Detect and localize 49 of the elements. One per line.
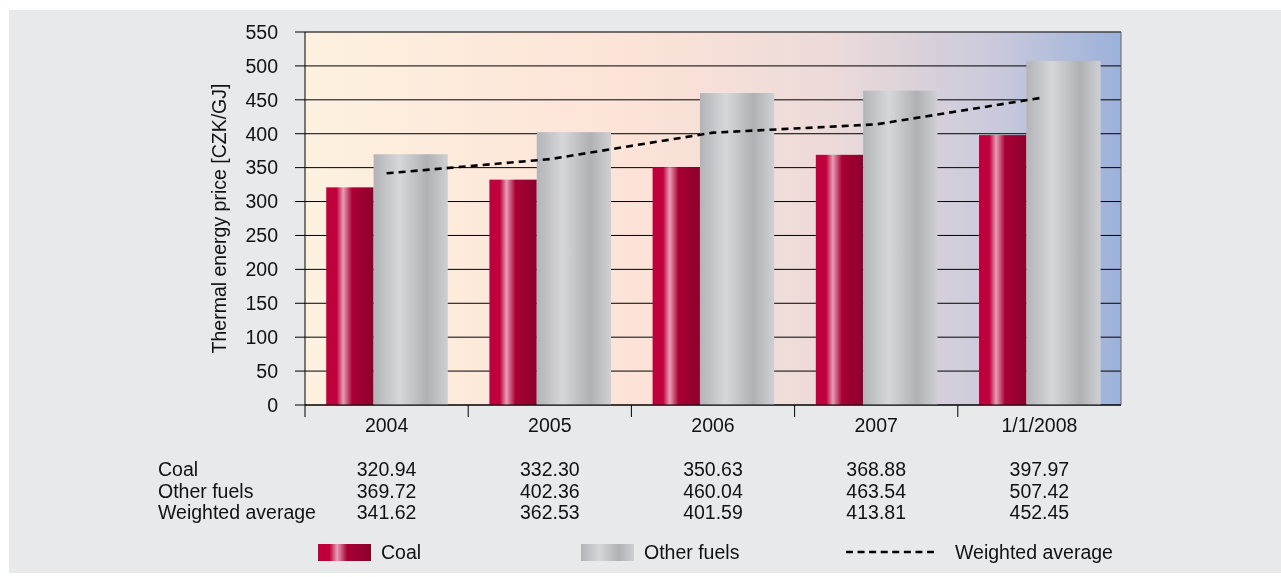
data-label: 362.53	[519, 501, 580, 523]
x-tick-label: 2006	[691, 414, 735, 436]
data-label: 460.04	[683, 479, 743, 502]
y-tick-label: 100	[245, 326, 279, 349]
x-tick-label: 1/1/2008	[1001, 414, 1078, 436]
y-tick-label: 350	[245, 156, 279, 179]
x-tick-label: 2007	[854, 414, 898, 436]
data-label: 368.88	[846, 458, 907, 480]
bar	[373, 154, 448, 405]
x-tick-label: 2004	[364, 414, 409, 436]
bar	[699, 93, 775, 405]
legend-label: Coal	[381, 540, 422, 563]
data-label: 402.36	[519, 479, 580, 502]
y-tick-label: 400	[245, 122, 279, 145]
data-label: 332.30	[519, 458, 580, 480]
bar	[652, 167, 700, 405]
y-tick-label: 450	[245, 88, 279, 111]
data-label: 413.81	[846, 501, 907, 523]
data-label: 369.72	[356, 479, 417, 502]
bar	[815, 154, 864, 405]
y-tick-label: 250	[245, 224, 279, 247]
data-label: 463.54	[846, 479, 907, 502]
bar	[489, 179, 537, 405]
y-tick-label: 200	[245, 258, 279, 281]
text: Other fuels	[158, 479, 254, 502]
data-label: 350.63	[683, 458, 743, 480]
y-tick-label: 500	[245, 54, 279, 77]
bar	[536, 132, 611, 405]
data-label: 452.45	[1009, 501, 1070, 523]
data-label: 320.94	[356, 458, 417, 480]
bar	[326, 187, 374, 405]
bar	[1026, 60, 1101, 405]
x-tick-label: 2005	[528, 414, 572, 436]
y-tick-label: 0	[267, 393, 279, 416]
data-label: 507.42	[1009, 479, 1070, 502]
data-label: 401.59	[683, 501, 743, 523]
legend-label: Other fuels	[644, 540, 740, 563]
text: Coal	[158, 458, 199, 480]
legend-label: Weighted average	[955, 540, 1113, 563]
y-tick-label: 300	[245, 190, 279, 213]
y-tick-label: 150	[245, 292, 279, 315]
y-tick-label: 50	[256, 359, 279, 382]
y-tick-label: 550	[245, 20, 279, 43]
bar	[979, 135, 1027, 405]
y-axis-title: Thermal energy price [CZK/GJ]	[208, 83, 230, 354]
bar	[863, 90, 938, 405]
data-label: 397.97	[1009, 458, 1070, 480]
data-label: 341.62	[356, 501, 417, 523]
text: Weighted average	[158, 501, 316, 523]
